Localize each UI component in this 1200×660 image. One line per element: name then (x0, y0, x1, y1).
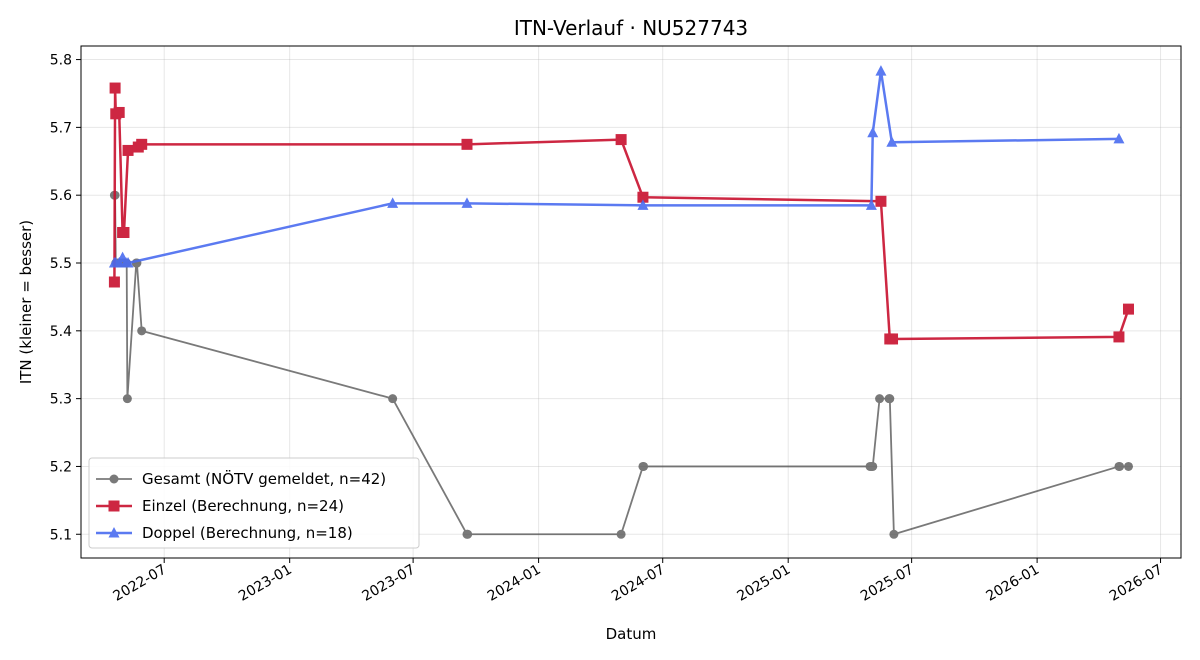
legend-marker (108, 527, 120, 538)
data-point (637, 199, 649, 210)
data-point (1113, 132, 1125, 144)
legend-swatch (96, 500, 132, 512)
y-tick-label: 5.5 (50, 256, 72, 272)
y-tick-label: 5.6 (50, 188, 72, 204)
data-point (875, 65, 887, 76)
plot-frame (80, 45, 1182, 559)
legend-marker (108, 500, 120, 512)
data-point (887, 333, 899, 345)
data-point (637, 191, 649, 203)
data-point (865, 199, 877, 210)
legend-label: Gesamt (NÖTV gemeldet, n=42) (142, 469, 386, 488)
grid-layer (81, 46, 1181, 558)
legend-label: Einzel (Berechnung, n=24) (142, 497, 344, 515)
data-point (1122, 303, 1134, 315)
series-layer (108, 65, 1134, 539)
data-point (113, 106, 125, 118)
legend-marker (109, 474, 119, 484)
data-point (875, 195, 887, 207)
y-tick-label: 5.4 (50, 324, 72, 340)
data-point (875, 394, 885, 404)
legend-label: Doppel (Berechnung, n=18) (142, 524, 353, 542)
legend-swatch (96, 474, 132, 484)
data-point (1115, 461, 1125, 471)
chart-title: ITN-Verlauf · NU527743 (514, 16, 748, 40)
data-point (122, 394, 132, 404)
data-point (616, 529, 626, 539)
data-point (461, 138, 473, 150)
y-tick-label: 5.2 (50, 459, 72, 475)
series-3 (108, 65, 1125, 268)
legend-swatch (96, 527, 132, 538)
legend-box (88, 457, 420, 549)
data-point (615, 134, 627, 146)
data-point (886, 136, 898, 147)
y-tick-label: 5.8 (50, 53, 72, 69)
data-point (867, 126, 879, 138)
data-point (122, 144, 134, 156)
data-point (885, 394, 895, 404)
data-point (122, 257, 134, 268)
data-point (1123, 461, 1133, 471)
data-point (136, 138, 148, 150)
series-2 (108, 82, 1134, 345)
data-point (388, 394, 398, 404)
y-axis-label: ITN (kleiner = besser) (17, 220, 35, 384)
data-point (461, 197, 473, 208)
y-tick-label: 5.1 (50, 527, 72, 543)
data-point (1113, 331, 1125, 343)
data-point (109, 82, 121, 94)
data-point (118, 226, 130, 238)
data-point (889, 529, 899, 539)
legend-entry: Einzel (Berechnung, n=24) (96, 497, 344, 515)
legend: Gesamt (NÖTV gemeldet, n=42) Einzel (Bere… (88, 457, 420, 549)
data-point (387, 197, 399, 208)
data-point (868, 461, 878, 471)
data-point (108, 276, 120, 288)
y-tick-label: 5.3 (50, 392, 72, 408)
data-point (639, 461, 649, 471)
x-axis-label: Datum (606, 625, 657, 643)
legend-entry: Doppel (Berechnung, n=18) (96, 524, 353, 542)
y-tick-label: 5.7 (50, 120, 72, 136)
data-point (137, 326, 147, 336)
legend-entry: Gesamt (NÖTV gemeldet, n=42) (96, 469, 386, 488)
data-point (463, 529, 473, 539)
